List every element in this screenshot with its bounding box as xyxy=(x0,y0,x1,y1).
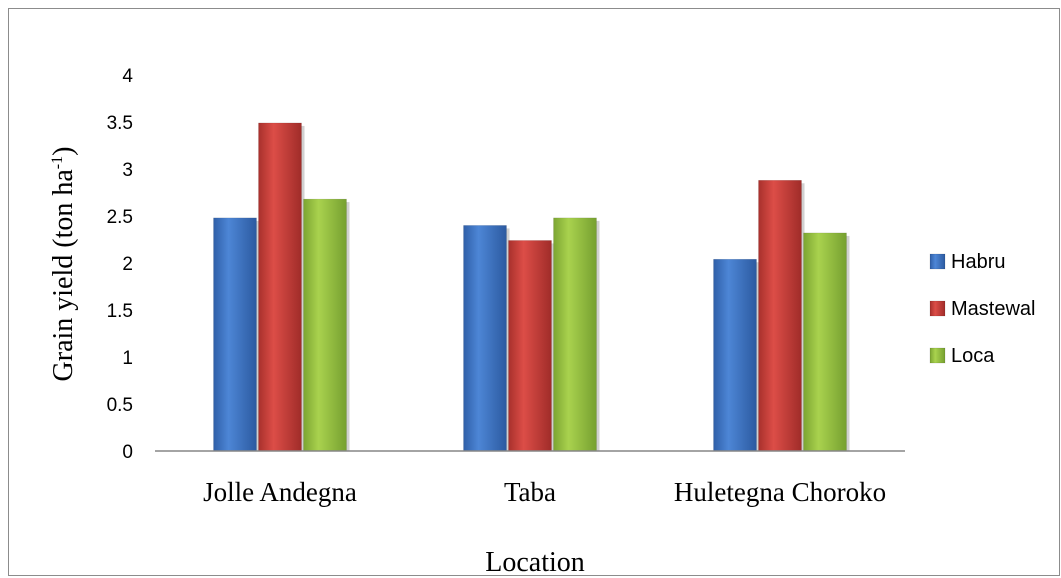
legend-swatch-loca xyxy=(929,347,946,364)
x-category-label: Taba xyxy=(504,477,556,507)
bar-habru-1 xyxy=(463,225,507,452)
legend-label-loca: Loca xyxy=(951,345,995,367)
y-tick-label: 0 xyxy=(122,442,133,463)
bar-loca-0 xyxy=(303,198,347,452)
bar-habru-2 xyxy=(713,258,757,452)
legend: Habru Mastewal Loca xyxy=(929,251,1035,367)
y-axis-title-superscript: -1 xyxy=(49,156,66,169)
y-axis-title: Grain yield (ton ha-1) xyxy=(48,147,79,382)
bar-habru-0 xyxy=(213,217,257,452)
bars xyxy=(213,122,850,452)
x-axis-title: Location xyxy=(485,547,585,578)
legend-swatch-mastewal xyxy=(929,300,946,317)
y-tick-label: 1.5 xyxy=(107,301,133,322)
y-axis-title-main: Grain yield (ton ha xyxy=(48,169,79,382)
bar-mastewal-2 xyxy=(758,180,802,452)
y-tick-label: 3.5 xyxy=(107,113,133,134)
y-tick-label: 1 xyxy=(122,348,133,369)
legend-swatch-habru xyxy=(929,253,946,270)
y-tick-label: 2.5 xyxy=(107,207,133,228)
legend-label-habru: Habru xyxy=(951,251,1005,273)
bar-loca-2 xyxy=(803,232,847,452)
x-axis-categories: Jolle Andegna Taba Huletegna Choroko xyxy=(203,477,886,507)
bar-loca-1 xyxy=(553,217,597,452)
y-tick-label: 3 xyxy=(122,160,133,181)
y-tick-label: 0.5 xyxy=(107,395,133,416)
y-tick-label: 4 xyxy=(122,66,133,87)
x-category-label: Huletegna Choroko xyxy=(674,477,886,507)
bar-mastewal-1 xyxy=(508,240,552,452)
y-axis-ticks: 0 0.5 1 1.5 2 2.5 3 3.5 4 xyxy=(107,66,134,463)
legend-label-mastewal: Mastewal xyxy=(951,298,1035,320)
y-axis-title-end: ) xyxy=(48,147,79,156)
x-category-label: Jolle Andegna xyxy=(203,477,357,507)
y-tick-label: 2 xyxy=(122,254,133,275)
bar-mastewal-0 xyxy=(258,122,302,452)
